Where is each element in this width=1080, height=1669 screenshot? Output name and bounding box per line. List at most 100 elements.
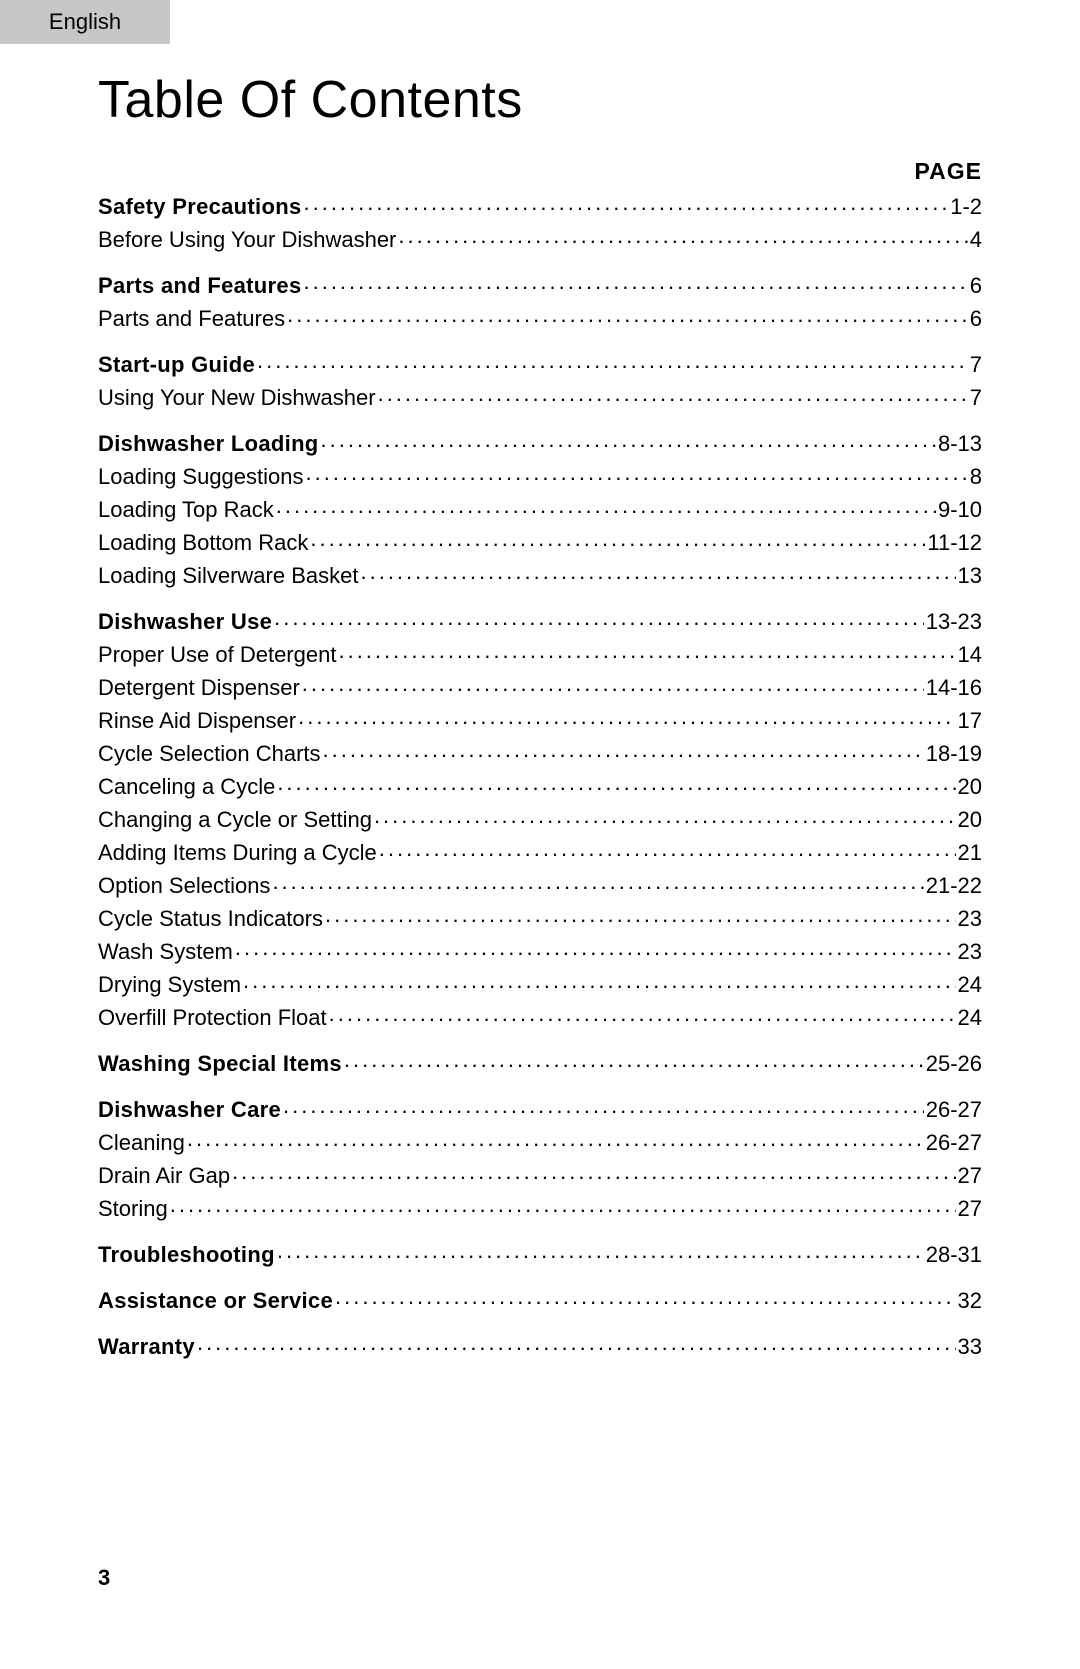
toc-entry-page: 6 xyxy=(970,308,982,330)
toc-entry-page: 20 xyxy=(958,776,982,798)
toc-entry-label: Overfill Protection Float xyxy=(98,1007,327,1029)
toc-section-heading: Warranty33 xyxy=(98,1332,982,1358)
toc-entry: Drain Air Gap27 xyxy=(98,1161,982,1187)
leader-dots xyxy=(344,1049,924,1071)
toc-entry: Loading Top Rack9-10 xyxy=(98,495,982,521)
toc-entry-page: 7 xyxy=(970,387,982,409)
toc-heading-label: Washing Special Items xyxy=(98,1053,342,1075)
toc-entry-label: Using Your New Dishwasher xyxy=(98,387,376,409)
toc-entry-page: 11-12 xyxy=(927,532,982,554)
toc-heading-page: 7 xyxy=(970,354,982,376)
toc-entry-page: 20 xyxy=(958,809,982,831)
toc-entry-label: Changing a Cycle or Setting xyxy=(98,809,372,831)
toc-entry-page: 14-16 xyxy=(926,677,982,699)
toc-section: Warranty33 xyxy=(98,1332,982,1358)
toc-entry-page: 13 xyxy=(958,565,982,587)
toc-entry-page: 24 xyxy=(958,974,982,996)
leader-dots xyxy=(329,1003,956,1025)
table-of-contents: Safety Precautions 1-2 Before Using Your D… xyxy=(98,192,982,1358)
leader-dots xyxy=(235,937,956,959)
toc-entry: Proper Use of Detergent 14 xyxy=(98,640,982,666)
page-column-header: PAGE xyxy=(98,158,982,185)
toc-heading-page: 8-13 xyxy=(938,433,982,455)
toc-entry-page: 24 xyxy=(958,1007,982,1029)
leader-dots xyxy=(276,495,936,517)
toc-entry-page: 26-27 xyxy=(926,1132,982,1154)
toc-entry: Cycle Selection Charts18-19 xyxy=(98,739,982,765)
language-tab: English xyxy=(0,0,170,44)
leader-dots xyxy=(360,561,955,583)
toc-entry-page: 8 xyxy=(970,466,982,488)
toc-heading-page: 13-23 xyxy=(926,611,982,633)
toc-entry: Storing27 xyxy=(98,1194,982,1220)
leader-dots xyxy=(257,350,968,372)
toc-section: Troubleshooting28-31 xyxy=(98,1240,982,1266)
toc-section-heading: Assistance or Service32 xyxy=(98,1286,982,1312)
toc-section: Washing Special Items 25-26 xyxy=(98,1049,982,1075)
leader-dots xyxy=(287,304,968,326)
toc-section: Parts and Features6Parts and Features6 xyxy=(98,271,982,330)
toc-entry-label: Cycle Status Indicators xyxy=(98,908,323,930)
toc-section-heading: Dishwasher Use 13-23 xyxy=(98,607,982,633)
toc-entry: Overfill Protection Float 24 xyxy=(98,1003,982,1029)
toc-entry: Cleaning 26-27 xyxy=(98,1128,982,1154)
leader-dots xyxy=(338,640,955,662)
toc-entry-page: 21-22 xyxy=(926,875,982,897)
toc-heading-page: 25-26 xyxy=(926,1053,982,1075)
leader-dots xyxy=(325,904,956,926)
toc-heading-label: Troubleshooting xyxy=(98,1244,275,1266)
leader-dots xyxy=(335,1286,956,1308)
leader-dots xyxy=(243,970,955,992)
leader-dots xyxy=(272,871,923,893)
toc-entry-label: Rinse Aid Dispenser xyxy=(98,710,296,732)
toc-entry: Rinse Aid Dispenser 17 xyxy=(98,706,982,732)
toc-entry-label: Cycle Selection Charts xyxy=(98,743,321,765)
toc-entry: Canceling a Cycle20 xyxy=(98,772,982,798)
toc-entry-label: Cleaning xyxy=(98,1132,185,1154)
page-title: Table Of Contents xyxy=(98,0,982,130)
leader-dots xyxy=(274,607,924,629)
toc-heading-label: Safety Precautions xyxy=(98,196,301,218)
toc-entry-label: Drain Air Gap xyxy=(98,1165,230,1187)
toc-entry-page: 23 xyxy=(958,941,982,963)
toc-entry-label: Parts and Features xyxy=(98,308,285,330)
leader-dots xyxy=(303,192,948,214)
toc-entry-page: 9-10 xyxy=(938,499,982,521)
toc-section-heading: Dishwasher Loading8-13 xyxy=(98,429,982,455)
leader-dots xyxy=(374,805,956,827)
toc-entry-label: Proper Use of Detergent xyxy=(98,644,336,666)
leader-dots xyxy=(379,838,956,860)
leader-dots xyxy=(310,528,925,550)
toc-entry-label: Drying System xyxy=(98,974,241,996)
leader-dots xyxy=(306,462,968,484)
toc-entry-label: Before Using Your Dishwasher xyxy=(98,229,396,251)
toc-entry: Cycle Status Indicators23 xyxy=(98,904,982,930)
toc-entry-page: 17 xyxy=(958,710,982,732)
toc-heading-label: Start-up Guide xyxy=(98,354,255,376)
toc-entry-label: Detergent Dispenser xyxy=(98,677,300,699)
toc-heading-page: 32 xyxy=(958,1290,982,1312)
toc-section: Dishwasher Care26-27Cleaning26-27Drain A… xyxy=(98,1095,982,1220)
toc-entry-page: 14 xyxy=(958,644,982,666)
toc-section: Safety Precautions 1-2 Before Using Your D… xyxy=(98,192,982,251)
toc-heading-page: 1-2 xyxy=(950,196,982,218)
leader-dots xyxy=(232,1161,955,1183)
toc-section: Assistance or Service32 xyxy=(98,1286,982,1312)
toc-entry-label: Adding Items During a Cycle xyxy=(98,842,377,864)
toc-entry-page: 27 xyxy=(958,1198,982,1220)
leader-dots xyxy=(170,1194,956,1216)
leader-dots xyxy=(303,271,967,293)
leader-dots xyxy=(302,673,924,695)
toc-heading-label: Parts and Features xyxy=(98,275,301,297)
toc-heading-label: Dishwasher Use xyxy=(98,611,272,633)
toc-entry: Drying System 24 xyxy=(98,970,982,996)
toc-entry: Parts and Features 6 xyxy=(98,304,982,330)
toc-entry-label: Loading Bottom Rack xyxy=(98,532,308,554)
toc-entry-label: Option Selections xyxy=(98,875,270,897)
toc-entry-label: Wash System xyxy=(98,941,233,963)
toc-entry: Detergent Dispenser 14-16 xyxy=(98,673,982,699)
toc-heading-page: 33 xyxy=(958,1336,982,1358)
toc-entry: Wash System 23 xyxy=(98,937,982,963)
toc-entry-page: 21 xyxy=(958,842,982,864)
leader-dots xyxy=(398,225,967,247)
